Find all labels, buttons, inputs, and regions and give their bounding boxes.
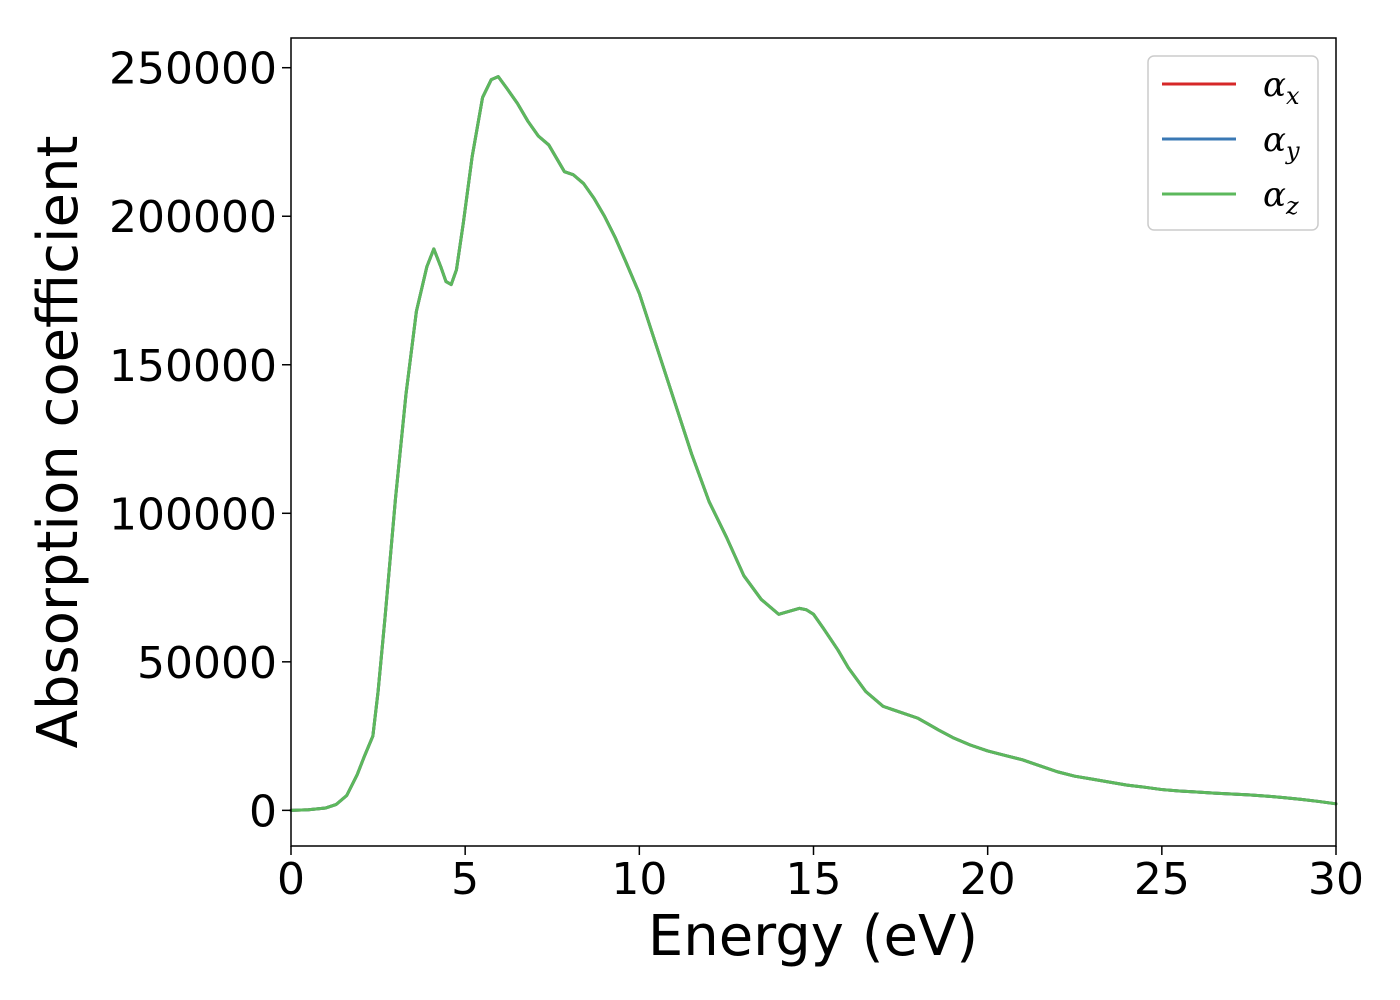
x-tick-label: 25	[1134, 854, 1190, 905]
legend-subscript: x	[1286, 82, 1300, 110]
legend-box	[1147, 55, 1319, 231]
legend-subscript: z	[1285, 192, 1299, 220]
legend-entry-z: αz	[1263, 175, 1299, 220]
y-axis: 0 50000 100000 150000 200000 250000	[109, 44, 291, 837]
y-tick-label: 150000	[109, 341, 277, 392]
x-tick-label: 5	[451, 854, 479, 905]
x-axis-label: Energy (eV)	[648, 904, 978, 969]
legend-entry-y: αy	[1263, 120, 1300, 165]
y-axis-label: Absorption coefficient	[26, 136, 91, 749]
y-tick-label: 200000	[109, 192, 277, 243]
legend-name: α	[1263, 65, 1286, 105]
legend-subscript: y	[1285, 137, 1300, 165]
x-axis: 0 5 10 15 20 25 30	[277, 846, 1364, 905]
series-line-z	[289, 75, 1338, 812]
y-tick-label: 0	[249, 786, 277, 837]
y-tick-label: 50000	[137, 638, 277, 689]
legend-name: α	[1263, 175, 1286, 215]
x-tick-label: 10	[611, 854, 667, 905]
series-layer	[289, 75, 1338, 812]
x-tick-label: 20	[960, 854, 1016, 905]
y-tick-label: 100000	[109, 489, 277, 540]
legend-name: α	[1263, 120, 1286, 160]
legend-entry-x: αx	[1263, 65, 1300, 110]
x-tick-label: 15	[786, 854, 842, 905]
x-tick-label: 0	[277, 854, 305, 905]
y-tick-label: 250000	[109, 44, 277, 95]
x-tick-label: 30	[1308, 854, 1364, 905]
